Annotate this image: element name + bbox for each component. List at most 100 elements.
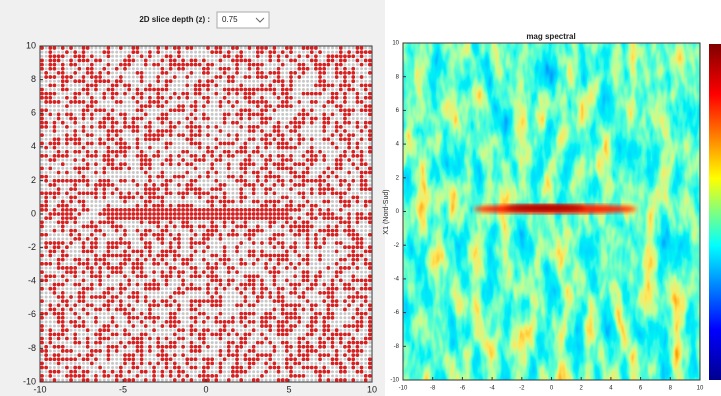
dot [227,187,231,191]
dot [268,63,272,67]
dot [252,295,256,299]
dot [214,83,219,88]
dot [214,286,219,291]
dot [57,291,61,295]
depth-dropdown[interactable] [216,11,270,29]
dot [280,83,285,88]
dot [285,245,289,249]
dot [131,187,135,191]
dot [173,162,177,166]
dot [165,121,168,125]
dot [52,278,56,282]
dot [255,87,260,92]
dot [40,46,44,50]
dot [85,266,90,270]
dot [65,249,69,253]
dot [181,378,186,382]
dot [189,100,193,104]
dot [40,378,44,382]
dot [131,124,136,129]
dot [214,378,219,382]
dot [102,66,107,71]
dot [276,295,281,299]
dot [260,324,264,328]
dot [289,150,293,154]
dot [206,121,210,125]
dot [189,378,194,382]
dot [231,137,235,141]
dot [106,341,110,345]
dot [177,92,181,96]
dot [185,220,190,225]
dot [65,137,69,142]
dot [69,369,73,374]
dot [69,312,73,316]
dot [57,108,61,112]
dot [239,257,244,262]
dot [140,137,144,141]
dot [231,79,235,84]
dot [173,88,177,91]
dot [281,187,285,191]
dot [264,361,268,366]
dot [239,270,243,274]
dot [115,353,119,357]
dot [148,150,152,154]
dot [289,270,293,274]
dot [185,46,190,50]
dot [73,241,77,245]
dot [206,332,210,336]
dot [135,137,140,142]
dot [256,195,260,199]
dot [227,117,231,121]
dot [260,50,264,55]
dot [264,166,268,171]
dot [73,195,78,200]
dot [168,207,173,212]
dot [223,374,227,378]
dot [168,133,173,138]
dot [102,162,106,166]
dot [156,232,161,237]
dot [272,245,277,250]
dot [189,75,193,79]
dot [40,83,44,87]
dot [127,83,132,88]
dot [235,237,239,241]
dot [243,149,248,154]
dot [160,295,164,299]
dot [198,150,202,154]
dot [52,316,56,320]
dot [189,178,194,183]
dot [135,278,139,282]
dot [193,307,198,312]
dot [227,328,231,332]
dot [69,332,73,336]
dot [185,229,189,233]
dot [185,286,190,291]
dot [168,62,173,67]
dot [60,71,65,75]
dot [181,245,185,249]
dot [193,187,198,192]
dot [289,224,293,229]
dot [247,112,252,117]
dot [148,58,152,62]
dot [123,137,127,141]
dot [152,353,156,357]
dot [90,108,94,112]
dot [52,233,56,237]
dot [255,112,260,117]
dot [189,212,194,216]
dot [94,340,98,345]
dot [280,104,285,108]
dot [239,75,243,79]
dot [94,162,98,167]
dot [106,149,111,154]
dot [214,283,218,287]
dot [81,299,86,304]
dot [44,337,48,340]
dot [247,274,252,279]
dot [281,204,285,208]
dot [227,254,231,257]
